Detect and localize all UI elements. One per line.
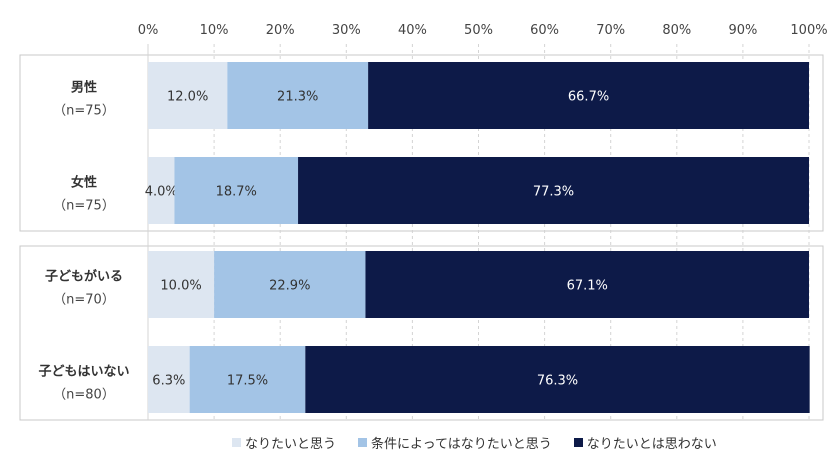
data-label-3-2: 76.3% bbox=[537, 374, 578, 389]
bar-segment-1-2 bbox=[298, 157, 809, 224]
bar-segment-3-2 bbox=[305, 346, 810, 413]
group-frame-1 bbox=[19, 245, 824, 421]
legend-item-2: なりたいとは思わない bbox=[573, 433, 717, 452]
x-tick-label-10: 100% bbox=[790, 23, 827, 38]
category-label-0: 男性 bbox=[71, 80, 97, 96]
legend-swatch-2 bbox=[573, 438, 583, 447]
data-label-1-1: 18.7% bbox=[216, 185, 257, 200]
x-tick-label-4: 40% bbox=[398, 23, 427, 38]
x-tick-label-1: 10% bbox=[200, 23, 229, 38]
legend-label-1: 条件によってはなりたいと思う bbox=[371, 437, 552, 452]
category-n-label-3: （n=80） bbox=[53, 388, 115, 403]
bar-segment-2-2 bbox=[365, 251, 809, 318]
x-tick-label-2: 20% bbox=[266, 23, 295, 38]
data-label-3-1: 17.5% bbox=[227, 374, 268, 389]
legend: なりたいと思う 条件によってはなりたいと思う なりたいとは思わない bbox=[232, 433, 717, 452]
group-frame-0 bbox=[19, 54, 824, 232]
data-label-2-2: 67.1% bbox=[567, 279, 608, 294]
category-label-2: 子どもがいる bbox=[45, 269, 123, 285]
legend-item-0: なりたいと思う bbox=[232, 433, 336, 452]
legend-swatch-0 bbox=[232, 438, 241, 447]
category-label-1: 女性 bbox=[71, 175, 97, 191]
data-label-2-1: 22.9% bbox=[269, 279, 310, 294]
data-label-2-0: 10.0% bbox=[160, 279, 201, 294]
data-label-0-2: 66.7% bbox=[568, 90, 609, 105]
bar-segment-0-2 bbox=[368, 62, 809, 129]
x-tick-label-7: 70% bbox=[596, 23, 625, 38]
legend-label-2: なりたいとは思わない bbox=[586, 437, 717, 452]
bar-segment-3-0 bbox=[148, 346, 190, 413]
x-tick-label-0: 0% bbox=[138, 23, 159, 38]
category-n-label-1: （n=75） bbox=[53, 199, 115, 214]
x-tick-label-9: 90% bbox=[728, 23, 757, 38]
category-n-label-2: （n=70） bbox=[53, 293, 115, 308]
data-label-1-0: 4.0% bbox=[145, 185, 178, 200]
data-label-0-1: 21.3% bbox=[277, 90, 318, 105]
bar-segment-0-0 bbox=[148, 62, 228, 129]
bar-segment-2-0 bbox=[148, 251, 215, 318]
data-label-0-0: 12.0% bbox=[167, 90, 208, 105]
legend-label-0: なりたいと思う bbox=[245, 437, 337, 452]
bar-segment-1-0 bbox=[148, 157, 175, 224]
category-n-label-0: （n=75） bbox=[53, 104, 115, 119]
x-tick-label-3: 30% bbox=[332, 23, 361, 38]
bar-segment-0-1 bbox=[227, 62, 369, 129]
bar-segment-3-1 bbox=[189, 346, 306, 413]
x-tick-label-8: 80% bbox=[662, 23, 691, 38]
category-label-3: 子どもはいない bbox=[38, 365, 129, 380]
x-tick-label-6: 60% bbox=[530, 23, 559, 38]
legend-item-1: 条件によってはなりたいと思う bbox=[358, 433, 552, 452]
legend-swatch-1 bbox=[358, 438, 368, 447]
data-label-1-2: 77.3% bbox=[533, 185, 574, 200]
bar-segment-1-1 bbox=[174, 157, 299, 224]
x-tick-label-5: 50% bbox=[464, 23, 493, 38]
data-label-3-0: 6.3% bbox=[152, 374, 185, 389]
bar-segment-2-1 bbox=[214, 251, 366, 318]
